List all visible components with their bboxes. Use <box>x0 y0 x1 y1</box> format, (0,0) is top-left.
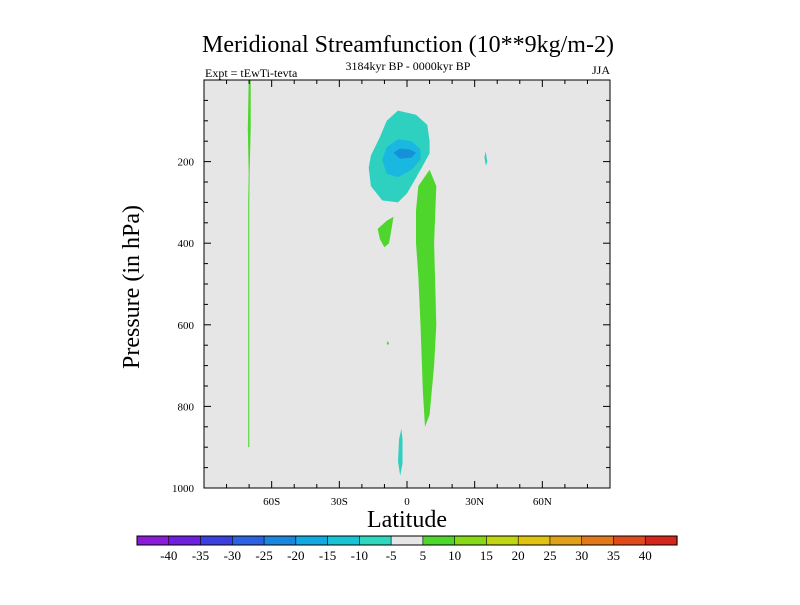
colorbar-label: 5 <box>420 548 427 563</box>
colorbar-label: 30 <box>575 548 588 563</box>
colorbar-swatch <box>422 535 456 546</box>
y-axis-label: Pressure (in hPa) <box>119 205 145 369</box>
nh-tropical-positive-tongue <box>416 169 437 427</box>
sh-high-lat-positive-band <box>247 80 251 448</box>
colorbar-label: -25 <box>255 548 272 563</box>
colorbar-label: 25 <box>543 548 556 563</box>
tropical-negative-core-inner <box>393 148 416 159</box>
contour-features <box>247 80 488 476</box>
colorbar-swatch <box>231 535 265 546</box>
colorbar-label: -35 <box>192 548 209 563</box>
colorbar-label: 40 <box>639 548 652 563</box>
colorbar-swatch <box>263 535 297 546</box>
colorbar-swatch <box>581 535 615 546</box>
colorbar-swatch <box>359 535 392 546</box>
colorbar-swatch <box>644 535 678 546</box>
colorbar-label: -40 <box>160 548 177 563</box>
colorbar-swatch <box>327 535 360 546</box>
x-axis-label: Latitude <box>367 507 447 533</box>
colorbar-swatch <box>549 535 583 546</box>
colorbar-swatch <box>517 535 551 546</box>
y-tick-label: 600 <box>178 320 195 332</box>
x-tick-label: 0 <box>404 496 410 508</box>
colorbar-label: 20 <box>512 548 525 563</box>
colorbar-label: -10 <box>351 548 368 563</box>
chart-subtitle: 3184kyr BP - 0000kyr BP <box>346 59 471 73</box>
colorbar-label: 15 <box>480 548 493 563</box>
season-label: JJA <box>592 63 610 77</box>
colorbar-label: 10 <box>448 548 461 563</box>
small-positive-dot <box>386 341 389 346</box>
colorbar-swatch <box>486 535 519 546</box>
colorbar-swatch <box>136 535 170 546</box>
colorbar-swatch <box>295 535 329 546</box>
colorbar-swatch <box>390 535 424 546</box>
y-tick-label: 1000 <box>172 483 195 495</box>
y-tick-label: 800 <box>178 401 195 413</box>
colorbar-label: -30 <box>224 548 241 563</box>
y-tick-label: 400 <box>178 238 195 250</box>
colorbar-label: -15 <box>319 548 336 563</box>
y-tick-label: 200 <box>178 157 195 169</box>
colorbar-swatch <box>613 535 646 546</box>
colorbar-label: -5 <box>386 548 397 563</box>
near-surface-negative-patch <box>398 428 403 476</box>
colorbar-frame <box>136 535 678 546</box>
nh-subtropical-negative-patch <box>484 151 488 166</box>
colorbar-swatch <box>200 535 233 546</box>
axis-ticks: 200 400 600 800 1000 60S 30S 0 30N 60N <box>172 79 611 508</box>
colorbar-swatch <box>168 535 202 546</box>
x-tick-label: 30S <box>331 496 348 508</box>
colorbar: -40 -35 -30 -25 -20 -15 -10 -5 5 10 15 20 25 30 35 40 <box>136 535 678 563</box>
x-tick-label: 60N <box>533 496 552 508</box>
sh-tropical-positive-patch <box>377 216 394 248</box>
colorbar-label: 35 <box>607 548 620 563</box>
x-tick-label: 30N <box>465 496 484 508</box>
experiment-label: Expt = tEwTi-tevta <box>205 66 298 80</box>
colorbar-swatch <box>454 535 488 546</box>
x-tick-label: 60S <box>263 496 280 508</box>
chart-title: Meridional Streamfunction (10**9kg/m-2) <box>202 32 614 58</box>
colorbar-label: -20 <box>287 548 304 563</box>
